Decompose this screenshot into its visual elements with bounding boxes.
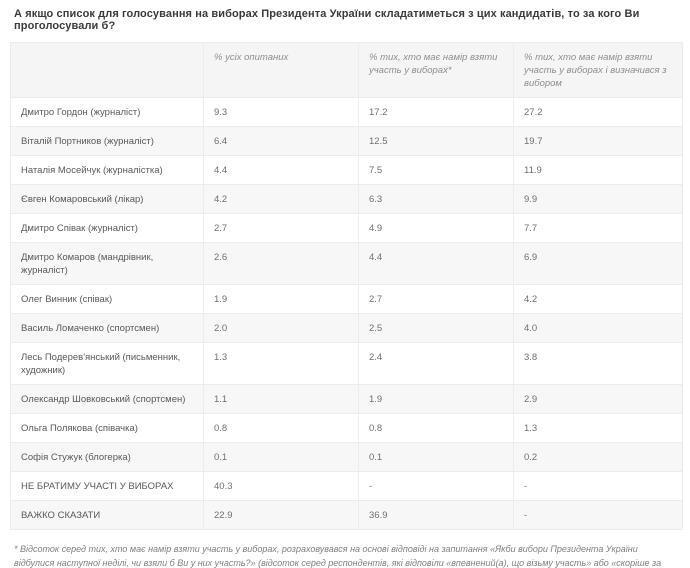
value-cell: 6.3 [358,184,514,214]
candidate-name: Дмитро Гордон (журналіст) [10,97,204,127]
candidate-name: Лесь Подерев'янський (письменник, художн… [10,342,204,385]
table-row: Олександр Шовковський (спортсмен) 1.1 1.… [10,384,683,414]
value-cell: 2.7 [203,213,359,243]
column-header-decided-voters: % тих, хто має намір взяти участь у вибо… [513,42,683,98]
value-cell: 1.1 [203,384,359,414]
value-cell: 2.5 [358,313,514,343]
candidate-name: Олександр Шовковський (спортсмен) [10,384,204,414]
value-cell: 3.8 [513,342,683,385]
table-row: Наталія Мосейчук (журналістка) 4.4 7.5 1… [10,155,683,185]
candidate-name: Ольга Полякова (співачка) [10,413,204,443]
value-cell: 2.7 [358,284,514,314]
value-cell: 1.3 [203,342,359,385]
value-cell: 9.3 [203,97,359,127]
value-cell: 2.0 [203,313,359,343]
value-cell: 1.3 [513,413,683,443]
candidate-name: Дмитро Комаров (мандрівник, журналіст) [10,242,204,285]
value-cell: 11.9 [513,155,683,185]
candidate-name: Олег Винник (співак) [10,284,204,314]
value-cell: 7.7 [513,213,683,243]
answer-hard-to-say: ВАЖКО СКАЗАТИ [10,500,204,530]
table-row: Дмитро Комаров (мандрівник, журналіст) 2… [10,242,683,285]
candidate-name: Дмитро Співак (журналіст) [10,213,204,243]
table-row: НЕ БРАТИМУ УЧАСТІ У ВИБОРАХ 40.3 - - [10,471,683,501]
value-cell: 2.6 [203,242,359,285]
candidate-name: Софія Стужук (блогерка) [10,442,204,472]
value-cell: 9.9 [513,184,683,214]
answer-will-not-vote: НЕ БРАТИМУ УЧАСТІ У ВИБОРАХ [10,471,204,501]
value-cell: 0.2 [513,442,683,472]
value-cell: 19.7 [513,126,683,156]
value-cell: 0.1 [203,442,359,472]
value-cell: 0.8 [358,413,514,443]
value-cell: 2.4 [358,342,514,385]
value-cell: 6.4 [203,126,359,156]
candidate-name: Євген Комаровський (лікар) [10,184,204,214]
column-header-empty [10,42,204,98]
table-row: ВАЖКО СКАЗАТИ 22.9 36.9 - [10,500,683,530]
methodology-footnote: * Відсоток серед тих, хто має намір взят… [14,544,662,568]
value-cell: 6.9 [513,242,683,285]
value-cell: 17.2 [358,97,514,127]
page-title: А якщо список для голосування на виборах… [14,8,640,32]
value-cell: 12.5 [358,126,514,156]
candidate-name: Василь Ломаченко (спортсмен) [10,313,204,343]
table-body: Дмитро Гордон (журналіст) 9.3 17.2 27.2 … [10,97,683,530]
table-row: Олег Винник (співак) 1.9 2.7 4.2 [10,284,683,314]
value-cell: 4.4 [358,242,514,285]
value-cell: 1.9 [203,284,359,314]
table-row: Софія Стужук (блогерка) 0.1 0.1 0.2 [10,442,683,472]
value-cell: - [513,500,683,530]
table-header: % усіх опитаних % тих, хто має намір взя… [10,42,683,98]
column-header-all-respondents: % усіх опитаних [203,42,359,98]
column-header-intend-to-vote: % тих, хто має намір взяти участь у вибо… [358,42,514,98]
value-cell: 36.9 [358,500,514,530]
table-row: Лесь Подерев'янський (письменник, художн… [10,342,683,385]
value-cell: 27.2 [513,97,683,127]
value-cell: 4.9 [358,213,514,243]
value-cell: 4.4 [203,155,359,185]
table-row: Віталій Портников (журналіст) 6.4 12.5 1… [10,126,683,156]
value-cell: - [358,471,514,501]
table-header-row: % усіх опитаних % тих, хто має намір взя… [10,42,683,98]
value-cell: 22.9 [203,500,359,530]
table-row: Євген Комаровський (лікар) 4.2 6.3 9.9 [10,184,683,214]
value-cell: - [513,471,683,501]
value-cell: 4.2 [513,284,683,314]
value-cell: 0.8 [203,413,359,443]
table-row: Василь Ломаченко (спортсмен) 2.0 2.5 4.0 [10,313,683,343]
value-cell: 4.2 [203,184,359,214]
table-row: Ольга Полякова (співачка) 0.8 0.8 1.3 [10,413,683,443]
candidate-name: Віталій Портников (журналіст) [10,126,204,156]
value-cell: 2.9 [513,384,683,414]
value-cell: 0.1 [358,442,514,472]
value-cell: 7.5 [358,155,514,185]
value-cell: 40.3 [203,471,359,501]
candidate-name: Наталія Мосейчук (журналістка) [10,155,204,185]
value-cell: 1.9 [358,384,514,414]
table-row: Дмитро Гордон (журналіст) 9.3 17.2 27.2 [10,97,683,127]
table-row: Дмитро Співак (журналіст) 2.7 4.9 7.7 [10,213,683,243]
value-cell: 4.0 [513,313,683,343]
poll-results-table: % усіх опитаних % тих, хто має намір взя… [10,42,683,530]
